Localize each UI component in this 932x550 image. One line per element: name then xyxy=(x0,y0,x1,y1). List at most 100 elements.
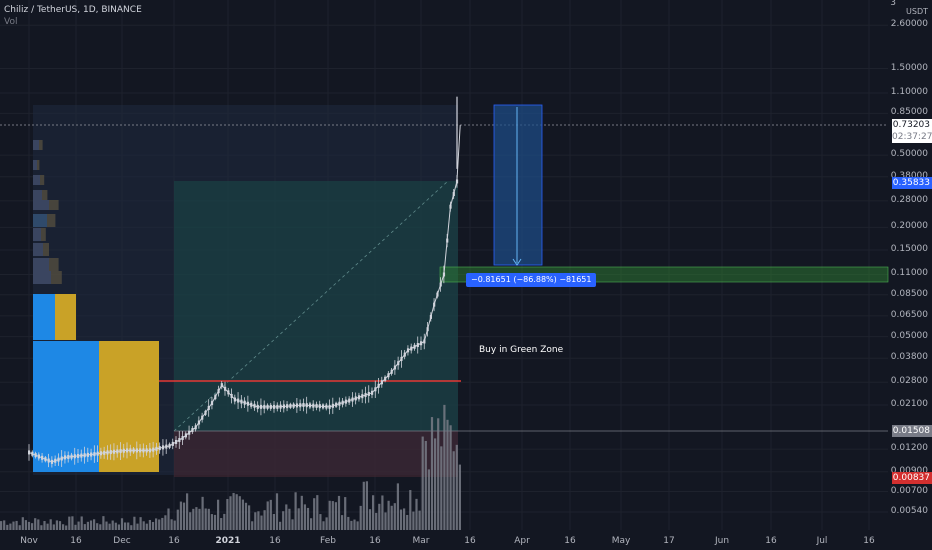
candle xyxy=(194,425,197,430)
volume-bar xyxy=(328,500,331,530)
candle xyxy=(325,404,328,409)
time-tick: 16 xyxy=(168,536,180,546)
volume-bar xyxy=(24,520,27,530)
volume-profile-bar-b-1 xyxy=(37,160,40,170)
candle xyxy=(197,420,201,425)
volume-bar xyxy=(0,521,3,530)
candle xyxy=(397,361,400,366)
price-tick: 1.10000 xyxy=(890,87,928,97)
measure-box xyxy=(493,104,543,266)
volume-bar xyxy=(179,501,182,530)
candle xyxy=(344,399,348,404)
candle xyxy=(132,448,135,453)
candle xyxy=(361,394,364,399)
candle xyxy=(240,399,243,404)
candle xyxy=(312,403,315,408)
candle xyxy=(256,404,259,409)
candle xyxy=(28,450,31,455)
volume-bar xyxy=(127,522,130,530)
price-tick: 0.08500 xyxy=(890,288,928,299)
level-1-label: 0.35833 xyxy=(892,177,932,189)
candle xyxy=(77,453,80,458)
candle xyxy=(335,402,338,407)
candle xyxy=(393,365,397,370)
volume-bar xyxy=(99,524,102,530)
volume-bar xyxy=(421,436,424,530)
symbol-title: Chiliz / TetherUS, 1D, BINANCE xyxy=(4,5,142,15)
candle xyxy=(214,395,217,400)
candle xyxy=(122,448,125,453)
volume-bar xyxy=(155,518,158,530)
candle xyxy=(37,454,40,459)
candle xyxy=(322,404,325,409)
candle xyxy=(455,179,459,184)
candle xyxy=(246,401,250,406)
measure-label[interactable]: −0.81651 (−86.88%) −81651 xyxy=(466,273,597,287)
candle xyxy=(413,344,416,349)
volume-bar xyxy=(455,444,458,530)
candle xyxy=(384,376,387,381)
volume-bar xyxy=(232,492,235,530)
volume-bar xyxy=(133,516,136,530)
volume-profile-bar-b-9 xyxy=(51,271,62,284)
candle xyxy=(433,302,436,307)
candle xyxy=(54,458,57,463)
candle xyxy=(406,348,410,353)
volume-bar xyxy=(136,523,139,530)
volume-bar xyxy=(275,493,279,530)
volume-bar xyxy=(235,494,238,530)
volume-bar xyxy=(430,417,434,530)
buy-zone-note[interactable]: Buy in Green Zone xyxy=(479,345,564,355)
candle xyxy=(86,452,89,457)
volume-bar xyxy=(378,503,381,530)
volume-bar xyxy=(322,521,325,530)
volume-bar xyxy=(170,519,173,530)
volume-bar xyxy=(80,516,83,530)
volume-bar xyxy=(300,495,303,530)
candle xyxy=(269,404,272,409)
volume-bar xyxy=(282,511,285,530)
candle xyxy=(116,449,119,454)
candle xyxy=(286,404,289,409)
volume-profile-blue-large xyxy=(33,341,99,472)
volume-bar xyxy=(437,418,440,530)
volume-bar xyxy=(161,517,164,530)
volume-bar xyxy=(353,519,356,530)
volume-bar xyxy=(27,521,31,530)
volume-bar xyxy=(452,451,455,530)
candle xyxy=(416,343,419,348)
measure-arrow-head xyxy=(512,258,522,266)
volume-profile-bar-b-7 xyxy=(43,243,49,256)
volume-bar xyxy=(198,508,201,530)
volume-bar xyxy=(158,519,161,530)
price-tick: 0.03800 xyxy=(890,352,928,363)
candle xyxy=(152,447,155,452)
time-tick: Apr xyxy=(514,536,530,546)
volume-bar xyxy=(18,525,21,530)
volume-bar xyxy=(71,516,74,530)
candle xyxy=(178,438,181,443)
candle xyxy=(70,454,73,459)
candle xyxy=(331,403,334,408)
volume-bar xyxy=(241,499,244,530)
candle xyxy=(328,404,331,409)
volume-bar xyxy=(248,505,251,530)
volume-bar xyxy=(195,507,198,530)
volume-bar xyxy=(418,510,421,530)
volume-bar xyxy=(297,508,300,530)
price-tick: 0.00700 xyxy=(890,485,928,496)
volume-bar xyxy=(440,446,443,530)
volume-bar xyxy=(49,519,52,530)
candle xyxy=(250,402,253,407)
candle xyxy=(377,383,380,388)
candles xyxy=(28,96,461,468)
candle xyxy=(119,449,122,454)
volume-bar xyxy=(6,524,9,530)
candle xyxy=(279,404,282,409)
candle xyxy=(227,390,230,395)
candle xyxy=(201,415,204,420)
volume-bar xyxy=(164,515,167,530)
volume-profile-bar-4 xyxy=(33,200,49,210)
candle xyxy=(47,458,50,463)
